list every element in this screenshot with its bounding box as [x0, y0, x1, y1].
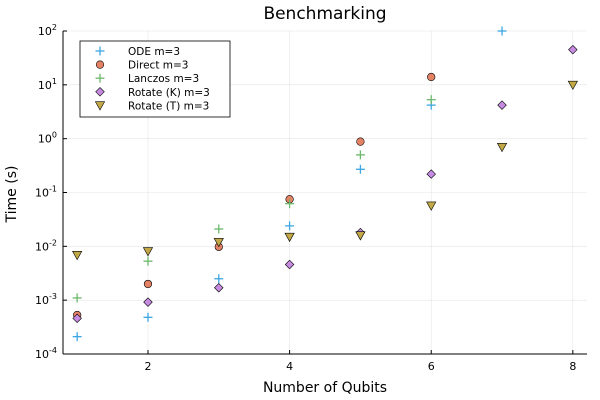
- data-point: [426, 95, 436, 105]
- data-point: [214, 274, 224, 284]
- data-points: [72, 26, 578, 342]
- data-point: [426, 169, 436, 179]
- legend-entry: Rotate (K) m=3: [95, 87, 210, 99]
- series-lanczos-m-3: [72, 95, 436, 303]
- legend-marker: [95, 60, 105, 69]
- data-point: [497, 26, 507, 36]
- data-point: [214, 283, 224, 293]
- chart-title: Benchmarking: [263, 4, 386, 24]
- series-ode-m-3: [72, 26, 507, 342]
- data-point: [285, 199, 295, 209]
- legend-entry: ODE m=3: [95, 46, 180, 58]
- x-tick-label: 8: [569, 360, 576, 373]
- data-point: [142, 247, 154, 257]
- data-point: [496, 143, 508, 153]
- legend-marker: [95, 73, 105, 83]
- data-point: [426, 201, 437, 211]
- data-point: [284, 259, 295, 270]
- data-point: [284, 232, 295, 243]
- y-tick-label: 10-4: [35, 346, 57, 361]
- data-point: [285, 221, 295, 231]
- data-point: [214, 224, 224, 234]
- legend-marker: [95, 46, 105, 56]
- data-point: [497, 100, 507, 110]
- data-point: [143, 312, 153, 322]
- legend-entry: Lanczos m=3: [95, 73, 199, 85]
- y-tick-label: 10-1: [35, 185, 57, 200]
- data-point: [355, 164, 365, 174]
- data-point: [143, 297, 153, 307]
- legend-label: Lanczos m=3: [128, 73, 199, 85]
- series-rotate-k-m-3: [72, 44, 578, 324]
- data-point: [72, 251, 83, 261]
- legend-label: Rotate (K) m=3: [128, 87, 210, 99]
- x-tick-label: 6: [428, 360, 435, 373]
- legend-label: Direct m=3: [128, 60, 188, 72]
- data-point: [72, 313, 82, 324]
- data-point: [143, 279, 153, 289]
- y-axis-label: Time (s): [4, 166, 20, 224]
- y-tick-label: 10-3: [35, 292, 57, 307]
- data-point: [143, 256, 153, 266]
- legend-entry: Rotate (T) m=3: [94, 100, 209, 112]
- axes: [62, 30, 587, 355]
- data-point: [427, 72, 436, 82]
- data-point: [567, 80, 578, 91]
- y-tick-label: 102: [38, 23, 57, 38]
- data-point: [356, 137, 365, 146]
- tick-labels: 2 4 6 8 10-4 10-3 10-2 10-1 100 101 102: [35, 23, 576, 373]
- data-point: [355, 231, 366, 241]
- legend-box: [79, 40, 231, 118]
- y-tick-label: 100: [38, 131, 57, 146]
- data-point: [213, 238, 224, 248]
- data-point: [568, 44, 578, 55]
- x-tick-label: 2: [144, 360, 151, 373]
- y-tick-label: 10-2: [35, 238, 57, 253]
- x-tick-label: 4: [286, 360, 293, 373]
- legend-label: Rotate (T) m=3: [128, 100, 209, 112]
- data-point: [355, 150, 365, 160]
- legend-label: ODE m=3: [128, 46, 180, 58]
- data-point: [72, 293, 82, 303]
- x-axis-label: Number of Qubits: [263, 380, 387, 396]
- legend-marker: [94, 101, 106, 111]
- series-rotate-t-m-3: [72, 80, 578, 261]
- legend-entry: Direct m=3: [95, 60, 188, 72]
- y-tick-label: 101: [38, 77, 57, 92]
- legend-marker: [95, 87, 105, 97]
- data-point: [72, 332, 82, 342]
